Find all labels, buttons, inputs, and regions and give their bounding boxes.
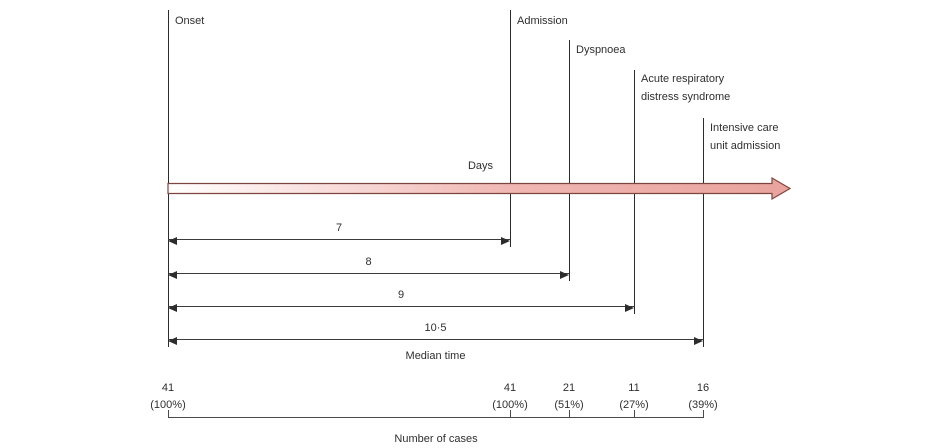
arrowhead-left-icon	[168, 336, 177, 345]
cases-tick-onset	[168, 410, 169, 417]
case-count-pct: (100%)	[150, 399, 186, 411]
case-count-dyspnoea: 21 (51%)	[554, 380, 583, 414]
median-value-ards: 9	[397, 289, 405, 301]
event-label-ards: Acute respiratory distress syndrome	[641, 73, 731, 103]
case-count-n: 41	[161, 382, 175, 394]
arrowhead-right-icon	[694, 336, 703, 345]
median-arrow-admission: 7	[168, 222, 510, 245]
median-arrow-ards: 9	[168, 289, 634, 312]
case-count-pct: (27%)	[619, 399, 649, 411]
cases-tick-dyspnoea	[569, 410, 570, 417]
case-count-admission: 41 (100%)	[492, 380, 527, 414]
case-count-pct: (51%)	[554, 399, 584, 411]
median-arrow-dyspnoea: 8	[168, 256, 569, 279]
arrowhead-right-icon	[501, 236, 510, 245]
case-count-ards: 11 (27%)	[619, 380, 648, 414]
cases-tick-ards	[634, 410, 635, 417]
case-count-n: 41	[503, 382, 517, 394]
median-value-dyspnoea: 8	[365, 256, 372, 268]
cases-bracket	[168, 417, 704, 418]
median-value-admission: 7	[335, 222, 343, 234]
number-of-cases-caption: Number of cases	[394, 433, 478, 445]
days-axis-label: Days	[467, 160, 493, 172]
event-line-icu	[703, 118, 704, 347]
arrowhead-left-icon	[168, 270, 177, 279]
cases-tick-admission	[510, 410, 511, 417]
timeline-arrow-shape	[167, 176, 792, 201]
cases-tick-icu	[703, 410, 704, 417]
median-arrow-icu: 10·5	[168, 322, 703, 345]
event-line-dyspnoea	[569, 40, 570, 281]
event-label-dyspnoea: Dyspnoea	[576, 44, 626, 56]
case-count-n: 11	[628, 382, 640, 394]
case-count-onset: 41 (100%)	[150, 380, 185, 414]
event-label-icu: Intensive care unit admission	[710, 122, 781, 152]
case-count-n: 21	[562, 382, 576, 394]
case-count-n: 16	[696, 382, 710, 394]
event-label-admission: Admission	[517, 15, 568, 27]
case-count-pct: (39%)	[688, 399, 718, 411]
arrowhead-right-icon	[560, 270, 569, 279]
arrowhead-right-icon	[625, 303, 634, 312]
arrowhead-left-icon	[168, 236, 177, 245]
event-label-onset: Onset	[175, 15, 205, 27]
event-line-admission	[510, 10, 511, 247]
median-time-caption: Median time	[405, 350, 466, 362]
case-count-pct: (100%)	[492, 399, 528, 411]
arrowhead-left-icon	[168, 303, 177, 312]
median-value-icu: 10·5	[424, 322, 447, 334]
event-line-onset	[168, 10, 169, 347]
case-count-icu: 16 (39%)	[688, 380, 717, 414]
